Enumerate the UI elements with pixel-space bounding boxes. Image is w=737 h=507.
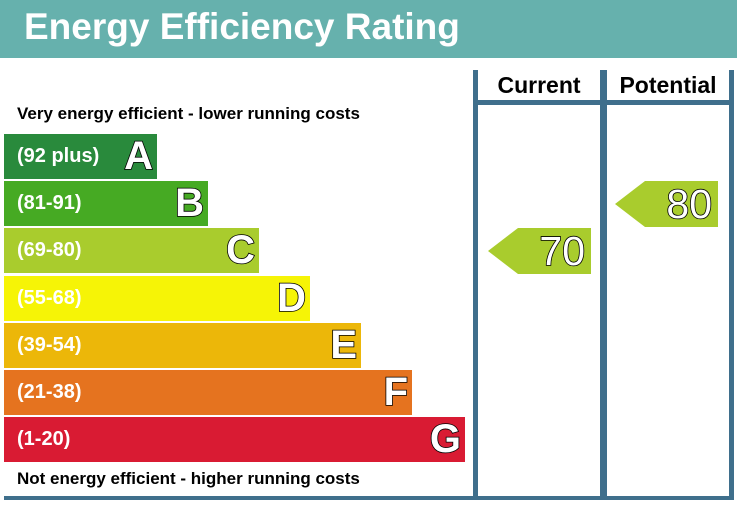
page-title: Energy Efficiency Rating xyxy=(24,6,460,47)
frame-header-line xyxy=(473,100,734,105)
band-g-letter: G xyxy=(429,416,462,462)
band-b-letter: B xyxy=(174,180,204,226)
band-c-letter: C xyxy=(225,228,255,274)
band-d-range: (55-68) xyxy=(17,286,82,309)
column-header-potential: Potential xyxy=(619,72,717,98)
band-f-letter: F xyxy=(383,369,409,415)
band-b-range: (81-91) xyxy=(17,192,82,215)
band-a-letter: A xyxy=(123,133,153,179)
frame-bottom-line xyxy=(4,496,734,500)
band-g: (1-20) G xyxy=(4,416,465,463)
band-c: (69-80) C xyxy=(4,228,259,274)
band-d: (55-68) D xyxy=(4,275,310,321)
band-a-range: (92 plus) xyxy=(17,145,100,167)
band-b: (81-91) B xyxy=(4,180,208,227)
band-f: (21-38) F xyxy=(4,369,412,415)
current-arrow-shape xyxy=(488,228,591,275)
frame-divider-left xyxy=(473,70,478,500)
band-e-range: (39-54) xyxy=(17,333,82,356)
frame-divider-middle xyxy=(600,70,607,500)
header-bar: Energy Efficiency Rating xyxy=(0,0,737,58)
current-rating-marker: 70 xyxy=(488,228,591,276)
current-rating-value: 70 xyxy=(539,228,586,276)
column-header-current: Current xyxy=(497,72,581,98)
band-c-range: (69-80) xyxy=(17,239,82,262)
band-e-letter: E xyxy=(330,322,358,368)
band-d-letter: D xyxy=(276,275,306,321)
band-a: (92 plus) A xyxy=(4,133,157,179)
frame-divider-right xyxy=(729,70,734,500)
band-e: (39-54) E xyxy=(4,322,361,368)
bottom-caption: Not energy efficient - higher running co… xyxy=(17,469,360,488)
potential-rating-marker: 80 xyxy=(615,181,718,229)
band-f-range: (21-38) xyxy=(17,381,82,403)
potential-rating-value: 80 xyxy=(666,181,713,229)
top-caption: Very energy efficient - lower running co… xyxy=(17,104,360,123)
band-g-range: (1-20) xyxy=(17,428,71,451)
potential-arrow-shape xyxy=(615,181,718,228)
